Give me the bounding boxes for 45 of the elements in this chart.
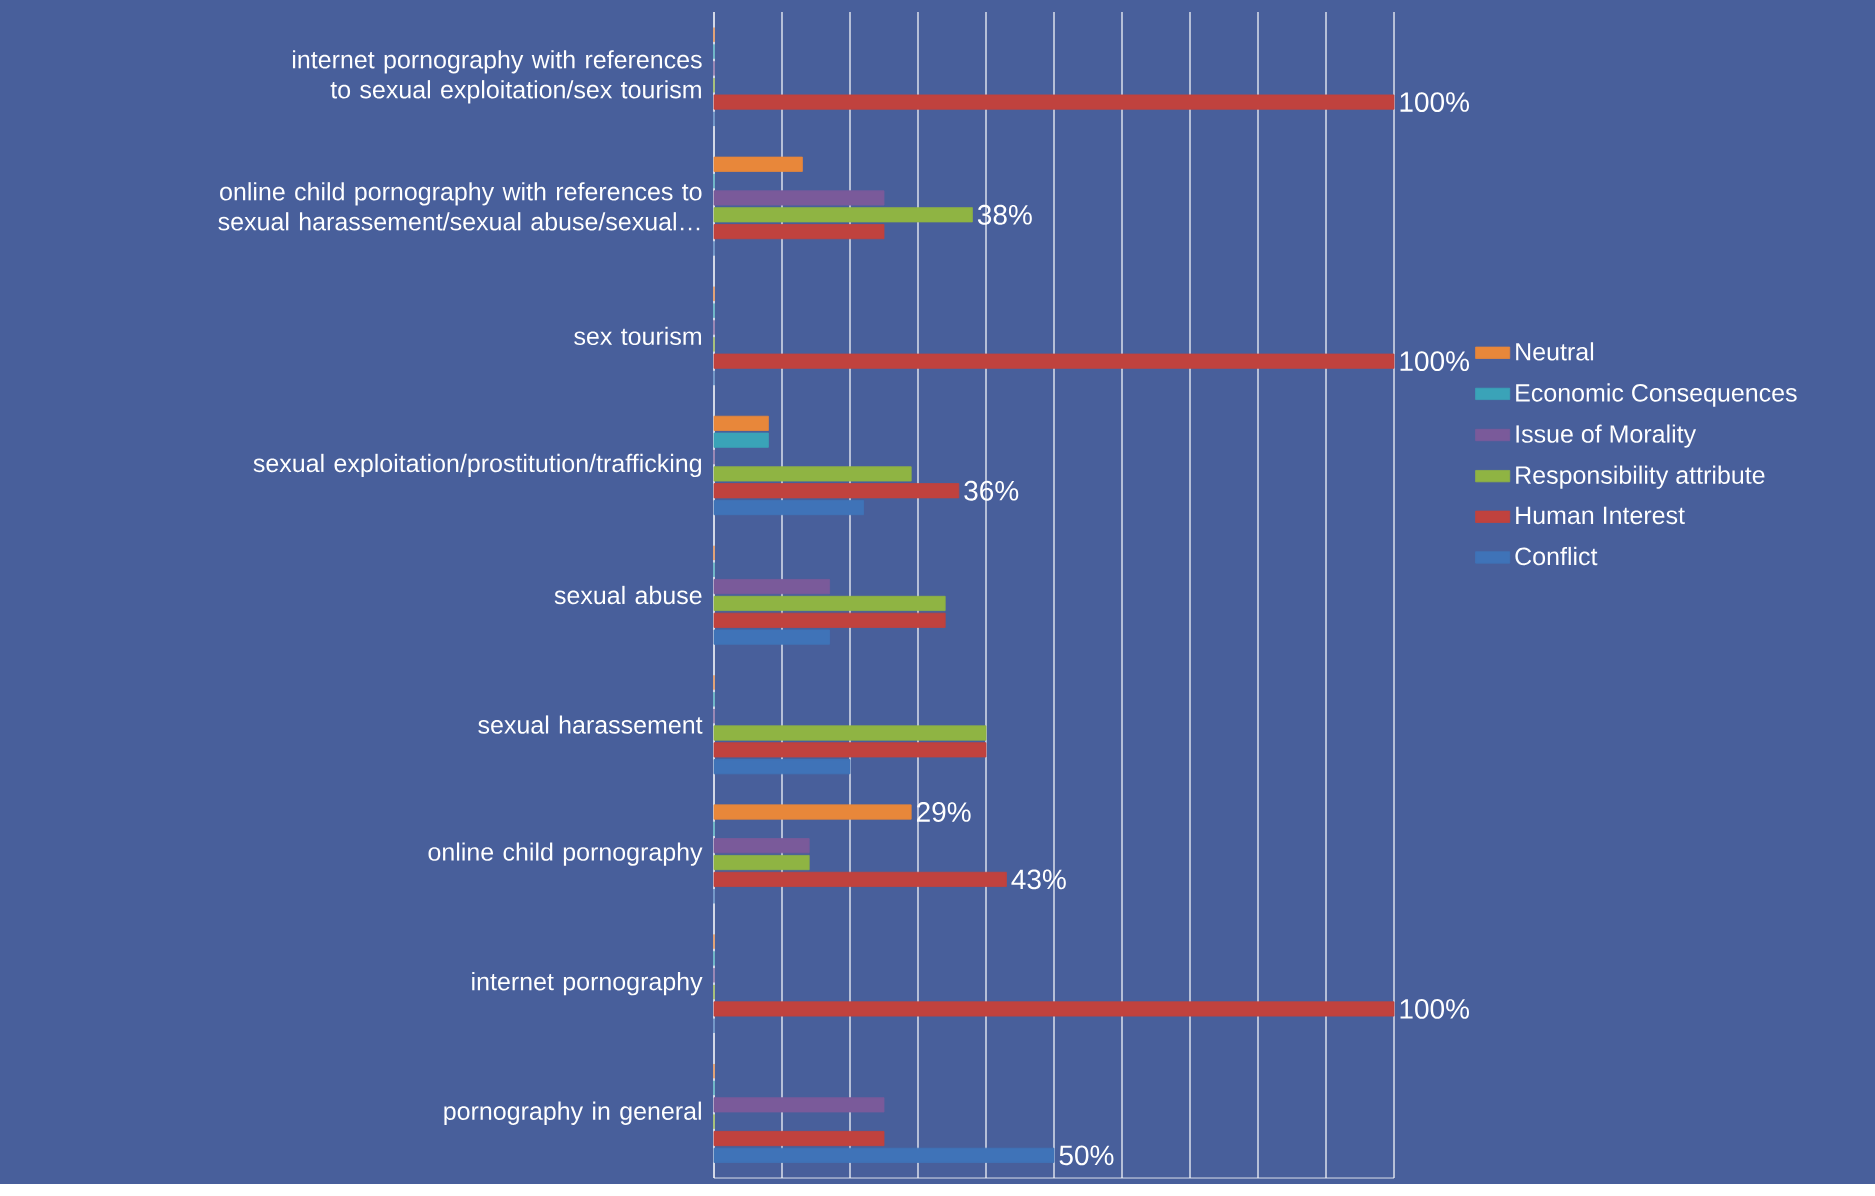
legend-label: Human Interest	[1516, 506, 1685, 525]
legend-label: Neutral	[1516, 342, 1594, 361]
bar	[713, 629, 830, 645]
bar	[713, 500, 864, 516]
bar	[713, 612, 946, 628]
bar	[713, 804, 912, 820]
bar	[713, 595, 946, 612]
bar	[713, 466, 912, 482]
bar	[713, 838, 810, 854]
y-tick-label: internet pornography with references to sexual exploitation/sex tourism	[292, 50, 702, 104]
data-label: 50%	[1059, 1145, 1114, 1166]
y-tick-label: sexual harassement	[478, 715, 703, 734]
y-tick-label: internet pornography	[472, 972, 703, 996]
bar	[713, 483, 960, 499]
bar	[713, 415, 769, 431]
data-label: 100%	[1400, 999, 1470, 1019]
legend-label: Economic Consequences	[1516, 383, 1797, 407]
y-tick-label: online child pornography	[428, 842, 703, 866]
bar	[713, 432, 769, 448]
bar	[713, 1001, 1395, 1017]
legend-label: Conflict	[1515, 546, 1598, 566]
bar	[713, 854, 810, 871]
bar	[713, 190, 885, 206]
bar	[713, 1147, 1055, 1163]
data-label: 100%	[1400, 351, 1470, 372]
bar	[713, 1097, 885, 1113]
bar	[713, 759, 851, 775]
bar	[713, 94, 1395, 110]
y-tick-label: online child pornography with references to sexual harassement/sexual abuse/sexual…	[218, 182, 702, 231]
bar	[713, 1130, 885, 1147]
y-tick-label: pornography in general	[444, 1101, 701, 1125]
bar	[713, 742, 987, 758]
bar	[713, 207, 973, 223]
legend-label: Responsibility attribute	[1516, 465, 1765, 489]
y-tick-label: sexual abuse	[554, 585, 702, 605]
bar	[713, 725, 987, 741]
data-label: 100%	[1400, 92, 1470, 112]
bar	[713, 156, 803, 172]
bar	[713, 224, 885, 240]
bar	[713, 871, 1007, 887]
bar	[713, 353, 1395, 369]
legend-label: Issue of Morality	[1516, 424, 1697, 448]
y-tick-label: sexual exploitation/prostitution/trafficking	[253, 453, 702, 478]
y-tick-label: sex tourism	[574, 326, 701, 346]
bar	[713, 579, 830, 595]
